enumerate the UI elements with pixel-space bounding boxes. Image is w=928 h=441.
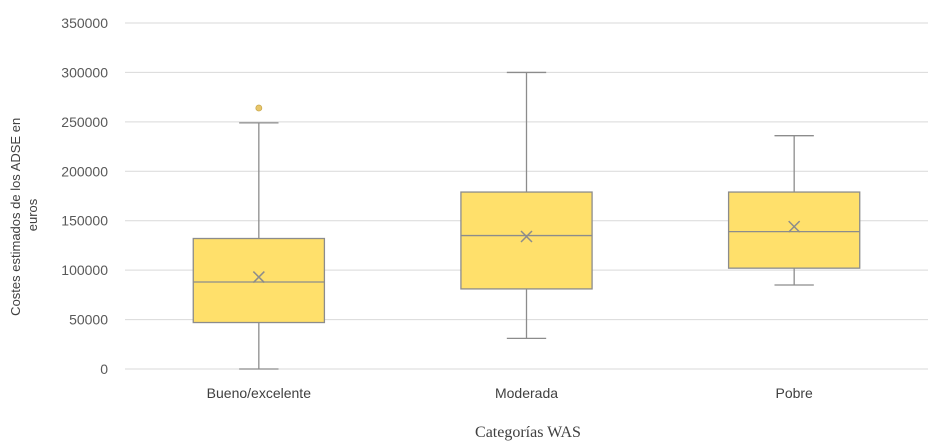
y-tick-label: 250000 [61, 114, 108, 130]
box-2 [460, 71, 593, 340]
mean-marker [788, 220, 801, 233]
outlier-point [255, 104, 263, 112]
x-axis-ticks: Bueno/excelente Moderada Pobre [207, 385, 813, 401]
box-iqr [192, 237, 326, 324]
y-axis-label: Costes estimados de los ADSE en euros [8, 114, 40, 316]
mean-marker [252, 271, 265, 284]
y-tick-label: 350000 [61, 15, 108, 31]
y-tick-label: 200000 [61, 163, 108, 179]
y-tick-label: 150000 [61, 213, 108, 229]
x-tick-label: Moderada [495, 385, 558, 401]
y-tick-label: 0 [100, 361, 108, 377]
y-axis-ticks: 0 50000 100000 150000 200000 250000 300000 3500… [61, 15, 108, 377]
mean-marker [520, 230, 533, 243]
x-tick-label: Bueno/excelente [207, 385, 312, 401]
y-tick-label: 300000 [61, 64, 108, 80]
box-3 [727, 135, 861, 286]
y-axis-label-line-2: euros [25, 198, 40, 231]
y-tick-label: 50000 [69, 312, 108, 328]
box-series [192, 71, 861, 370]
box-iqr [727, 191, 861, 269]
x-tick-label: Pobre [775, 385, 813, 401]
box-1 [192, 104, 326, 370]
box-iqr [460, 191, 593, 290]
x-axis-label: Categorías WAS [475, 424, 581, 441]
y-tick-label: 100000 [61, 262, 108, 278]
y-axis-label-line-1: Costes estimados de los ADSE en [8, 118, 23, 316]
